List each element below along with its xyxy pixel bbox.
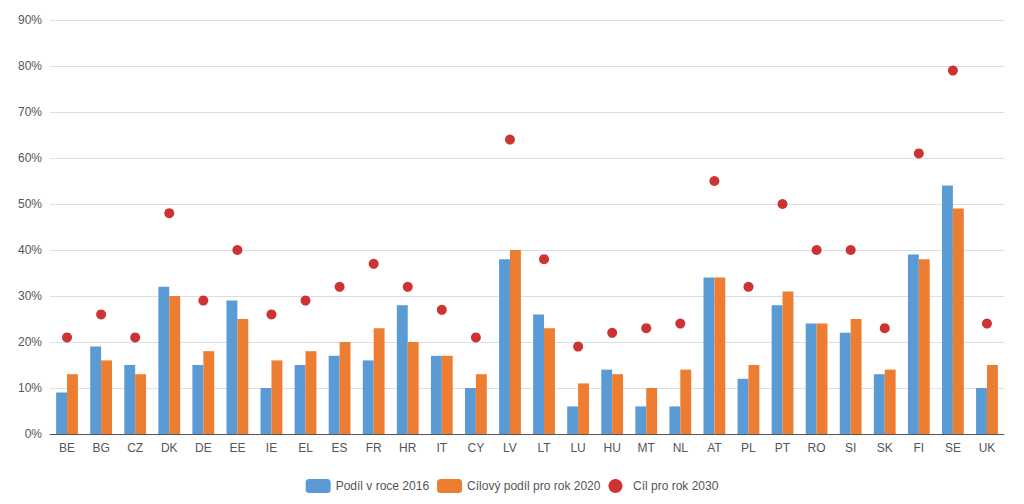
svg-text:UK: UK [979, 441, 996, 455]
svg-text:EL: EL [298, 441, 313, 455]
svg-text:80%: 80% [18, 59, 42, 73]
svg-text:BG: BG [92, 441, 109, 455]
svg-text:90%: 90% [18, 13, 42, 27]
svg-text:BE: BE [59, 441, 75, 455]
svg-text:20%: 20% [18, 335, 42, 349]
svg-text:IE: IE [266, 441, 277, 455]
svg-text:SE: SE [945, 441, 961, 455]
svg-text:DK: DK [161, 441, 178, 455]
svg-text:0%: 0% [25, 427, 43, 441]
svg-text:SI: SI [845, 441, 856, 455]
svg-text:Cílový podíl pro rok 2020: Cílový podíl pro rok 2020 [467, 479, 601, 493]
svg-text:ES: ES [332, 441, 348, 455]
svg-text:PL: PL [741, 441, 756, 455]
svg-text:EE: EE [229, 441, 245, 455]
svg-text:60%: 60% [18, 151, 42, 165]
svg-text:10%: 10% [18, 381, 42, 395]
svg-text:FR: FR [366, 441, 382, 455]
svg-text:MT: MT [638, 441, 656, 455]
svg-text:LV: LV [503, 441, 517, 455]
svg-text:CZ: CZ [127, 441, 143, 455]
svg-text:HU: HU [604, 441, 621, 455]
svg-text:CY: CY [468, 441, 485, 455]
svg-text:50%: 50% [18, 197, 42, 211]
svg-text:SK: SK [877, 441, 893, 455]
svg-text:30%: 30% [18, 289, 42, 303]
svg-text:AT: AT [707, 441, 722, 455]
svg-text:LU: LU [570, 441, 585, 455]
svg-text:LT: LT [537, 441, 551, 455]
svg-text:40%: 40% [18, 243, 42, 257]
svg-text:PT: PT [775, 441, 791, 455]
svg-text:IT: IT [436, 441, 447, 455]
svg-text:70%: 70% [18, 105, 42, 119]
svg-text:FI: FI [913, 441, 924, 455]
svg-text:Cíl pro rok 2030: Cíl pro rok 2030 [633, 479, 719, 493]
svg-text:NL: NL [673, 441, 689, 455]
svg-text:HR: HR [399, 441, 417, 455]
svg-text:Podíl v roce 2016: Podíl v roce 2016 [336, 479, 430, 493]
svg-text:RO: RO [808, 441, 826, 455]
svg-text:DE: DE [195, 441, 212, 455]
